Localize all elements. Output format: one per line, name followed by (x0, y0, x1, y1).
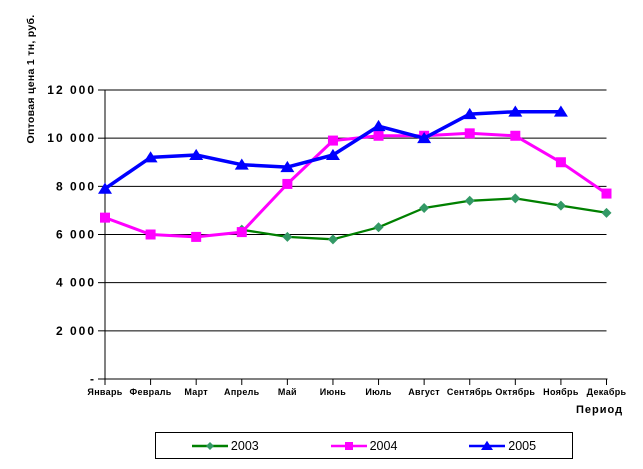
data-point-marker-2003 (419, 203, 430, 214)
legend-label: 2005 (508, 438, 537, 453)
y-axis-tick-label: 10 000 (47, 131, 96, 145)
data-point-marker-2005 (417, 131, 432, 144)
legend-item-2003: 2003 (156, 439, 295, 453)
y-axis-tick-label: 6 000 (56, 228, 96, 242)
x-axis-label: Август (408, 387, 440, 397)
data-point-marker-2005 (553, 105, 568, 117)
data-point-marker-2003 (601, 207, 612, 218)
series-line-2004 (104, 131, 608, 239)
data-point-marker-2005 (462, 107, 477, 120)
data-point-marker-2003 (555, 200, 566, 211)
data-point-marker-2004 (145, 229, 156, 240)
data-point-marker-2004 (236, 227, 247, 238)
legend-item-2004: 2004 (295, 439, 434, 453)
legend-sample-marker (205, 441, 214, 450)
data-point-marker-2004 (510, 130, 521, 141)
y-axis-tick-label: 12 000 (47, 83, 96, 97)
x-axis-label: Июль (365, 387, 392, 397)
data-point-marker-2004 (464, 128, 475, 139)
legend-line-marker-icon (191, 441, 228, 450)
data-point-marker-2004 (373, 130, 384, 141)
x-axis-label: Июнь (320, 387, 346, 397)
x-axis-label: Апрель (224, 387, 260, 397)
data-point-marker-2004 (601, 188, 612, 199)
series-2004 (100, 128, 612, 242)
data-point-marker-2005 (234, 158, 249, 170)
data-point-marker-2005 (98, 182, 112, 194)
x-axis-label: Ноябрь (543, 387, 579, 397)
data-point-marker-2004 (327, 135, 338, 146)
data-point-marker-2004 (100, 212, 110, 223)
y-axis-tick-label: 4 000 (56, 276, 96, 290)
x-axis-label: Январь (87, 387, 122, 397)
data-point-marker-2003 (327, 234, 338, 245)
data-point-marker-2004 (555, 157, 566, 168)
data-point-marker-2004 (282, 178, 293, 189)
legend-sample-marker (481, 440, 494, 450)
series-2003 (236, 193, 612, 245)
x-axis-label: Декабрь (587, 387, 627, 397)
x-axis-label: Октябрь (495, 387, 535, 397)
x-axis-label: Сентябрь (447, 387, 493, 397)
data-point-marker-2003 (510, 193, 521, 204)
chart-plot-area: - 2 000 4 000 6 000 8 000 10 000 12 000 Январь Ф… (47, 83, 627, 397)
data-point-marker-2005 (371, 119, 386, 132)
y-axis-tick-label: 2 000 (56, 324, 96, 338)
data-point-marker-2005 (508, 105, 523, 117)
legend-label: 2003 (230, 438, 259, 453)
data-point-marker-2004 (191, 231, 202, 242)
x-axis-title: Период (576, 404, 624, 416)
legend-label: 2004 (369, 438, 398, 453)
y-axis-tick-label: 8 000 (56, 179, 96, 193)
data-point-marker-2005 (143, 151, 158, 163)
data-point-marker-2005 (325, 148, 340, 161)
chart-legend: 2003 2004 2005 (155, 432, 573, 459)
legend-line-marker-icon (330, 441, 367, 450)
y-axis-tick-label: - (90, 372, 96, 386)
series-2005 (98, 105, 568, 194)
x-axis-label: Февраль (130, 387, 172, 397)
legend-sample-marker (344, 441, 353, 450)
legend-item-2005: 2005 (433, 439, 572, 453)
data-point-marker-2003 (282, 231, 293, 242)
x-axis-label: Март (184, 387, 208, 397)
data-point-marker-2003 (464, 195, 475, 206)
x-axis-label: Май (278, 387, 297, 397)
legend-line-marker-icon (469, 440, 506, 450)
data-point-marker-2003 (373, 222, 384, 233)
data-point-marker-2005 (189, 148, 204, 161)
data-point-marker-2005 (280, 160, 295, 173)
